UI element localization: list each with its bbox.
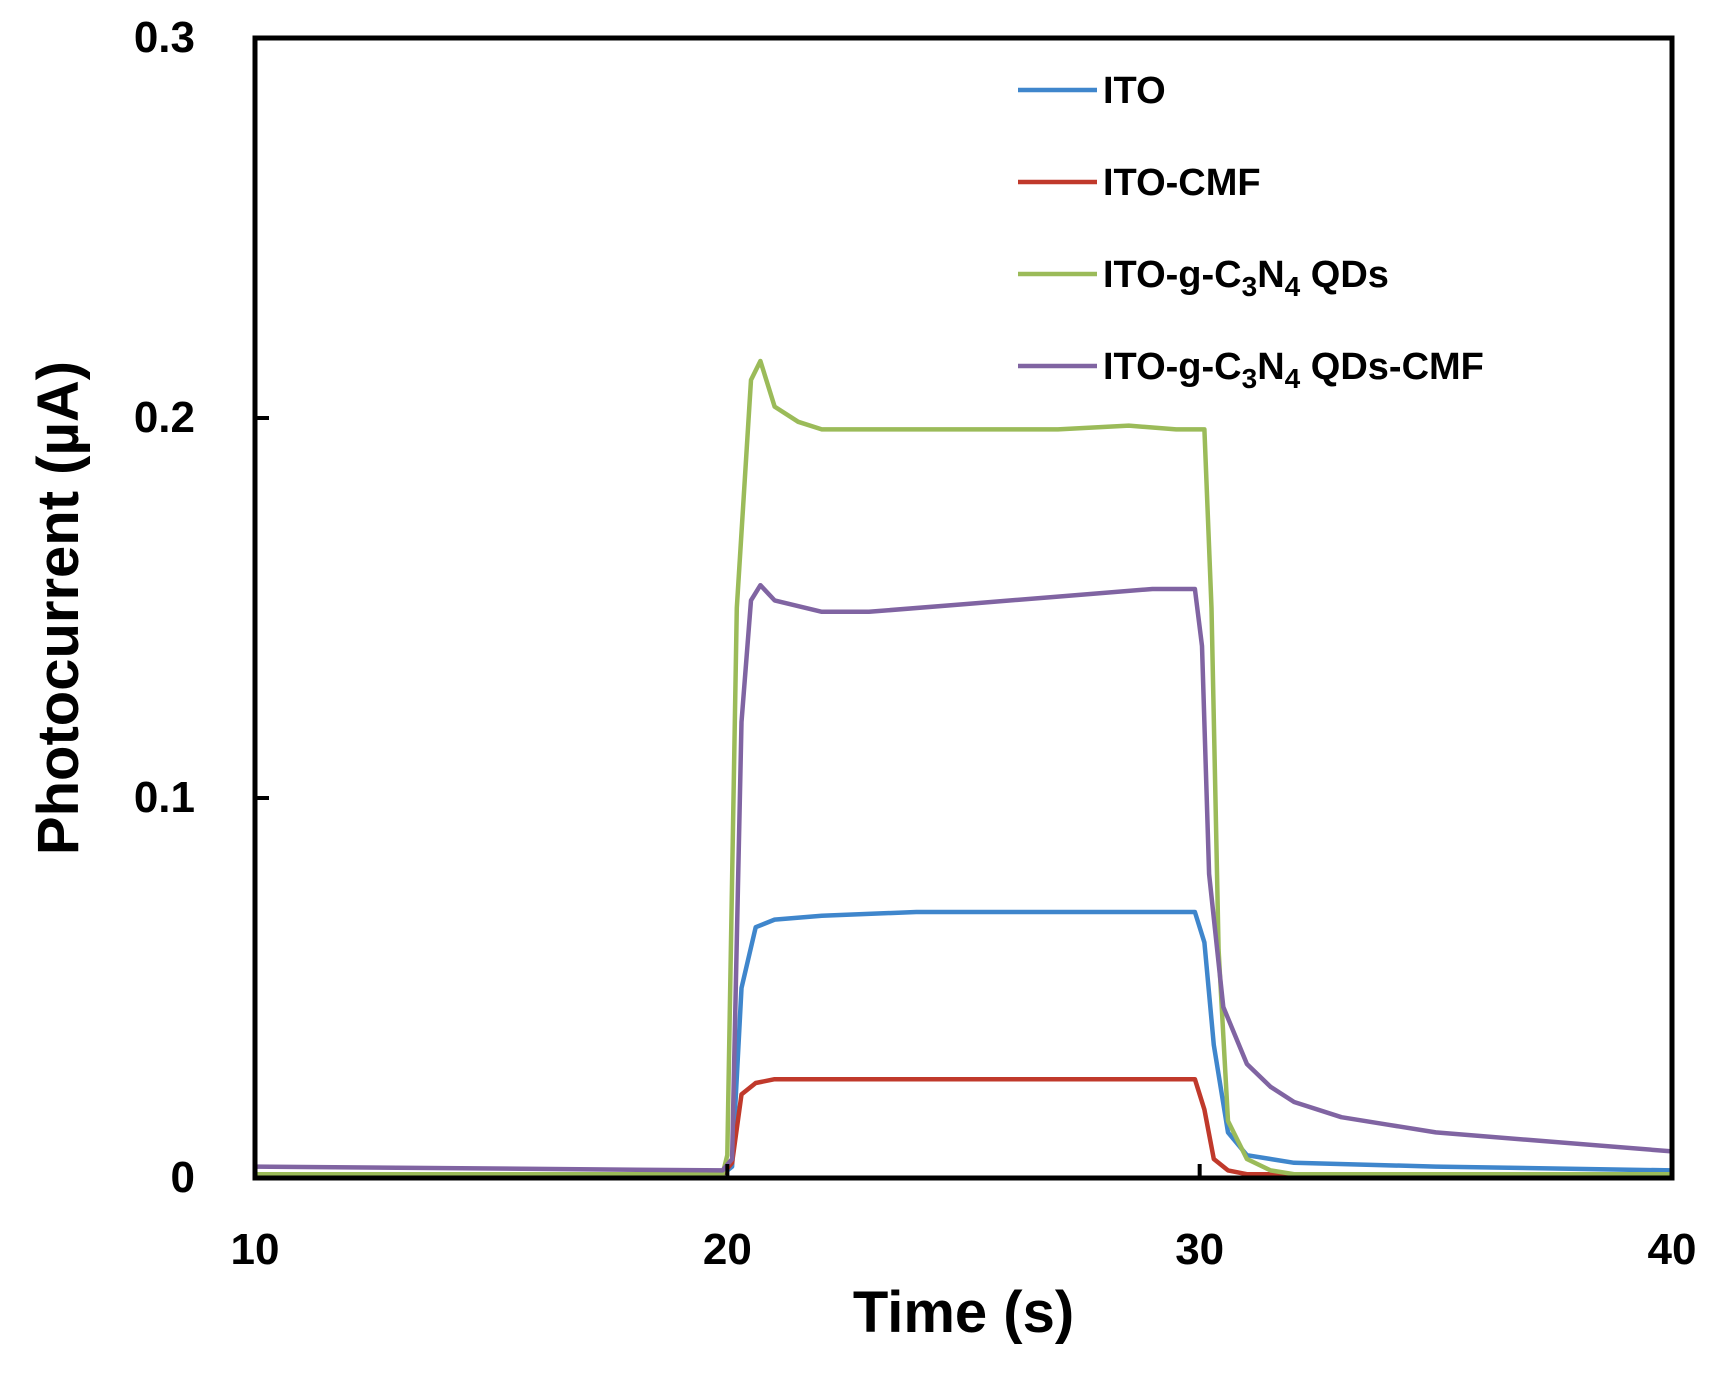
legend-label-part: ITO bbox=[1103, 70, 1166, 112]
y-tick-label: 0.3 bbox=[134, 13, 195, 62]
legend-label-part: 3 bbox=[1242, 271, 1258, 302]
legend-label-3: ITO-g-C3N4 QDs-CMF bbox=[1103, 346, 1484, 394]
y-tick-label: 0.1 bbox=[134, 773, 195, 822]
y-tick-label: 0 bbox=[171, 1153, 195, 1202]
legend-label-part: ITO-CMF bbox=[1103, 162, 1261, 204]
plot-area-frame bbox=[252, 35, 1675, 1181]
x-tick-label: 30 bbox=[1175, 1225, 1224, 1274]
legend-label-2: ITO-g-C3N4 QDs bbox=[1103, 254, 1389, 302]
y-tick-label: 0.2 bbox=[134, 393, 195, 442]
legend-label-part: N bbox=[1257, 346, 1284, 388]
axis-ticks: 0 0.1 0.2 0.3 10 20 30 40 bbox=[134, 13, 1697, 1274]
y-axis-title: Photocurrent (µA) bbox=[26, 361, 91, 855]
legend-label-part: QDs-CMF bbox=[1300, 346, 1484, 388]
legend-label-part: 4 bbox=[1285, 271, 1301, 302]
legend-label-part: 3 bbox=[1242, 363, 1258, 394]
x-axis-title: Time (s) bbox=[853, 1280, 1074, 1345]
series-line-2 bbox=[255, 358, 1672, 1177]
series-line-1 bbox=[255, 1076, 1672, 1177]
series-layer bbox=[254, 358, 1673, 1177]
legend-label-part: ITO-g-C bbox=[1103, 346, 1242, 388]
legend-label-part: QDs bbox=[1300, 254, 1389, 296]
x-tick-label: 40 bbox=[1648, 1225, 1697, 1274]
x-tick-label: 20 bbox=[703, 1225, 752, 1274]
legend-label-part: ITO-g-C bbox=[1103, 254, 1242, 296]
legend-label-part: 4 bbox=[1285, 363, 1301, 394]
legend-label-0: ITO bbox=[1103, 70, 1166, 112]
series-line-3 bbox=[254, 582, 1673, 1173]
legend-label-part: N bbox=[1257, 254, 1284, 296]
legend-label-1: ITO-CMF bbox=[1103, 162, 1261, 204]
series-line-0 bbox=[255, 909, 1673, 1177]
x-tick-label: 10 bbox=[231, 1225, 280, 1274]
